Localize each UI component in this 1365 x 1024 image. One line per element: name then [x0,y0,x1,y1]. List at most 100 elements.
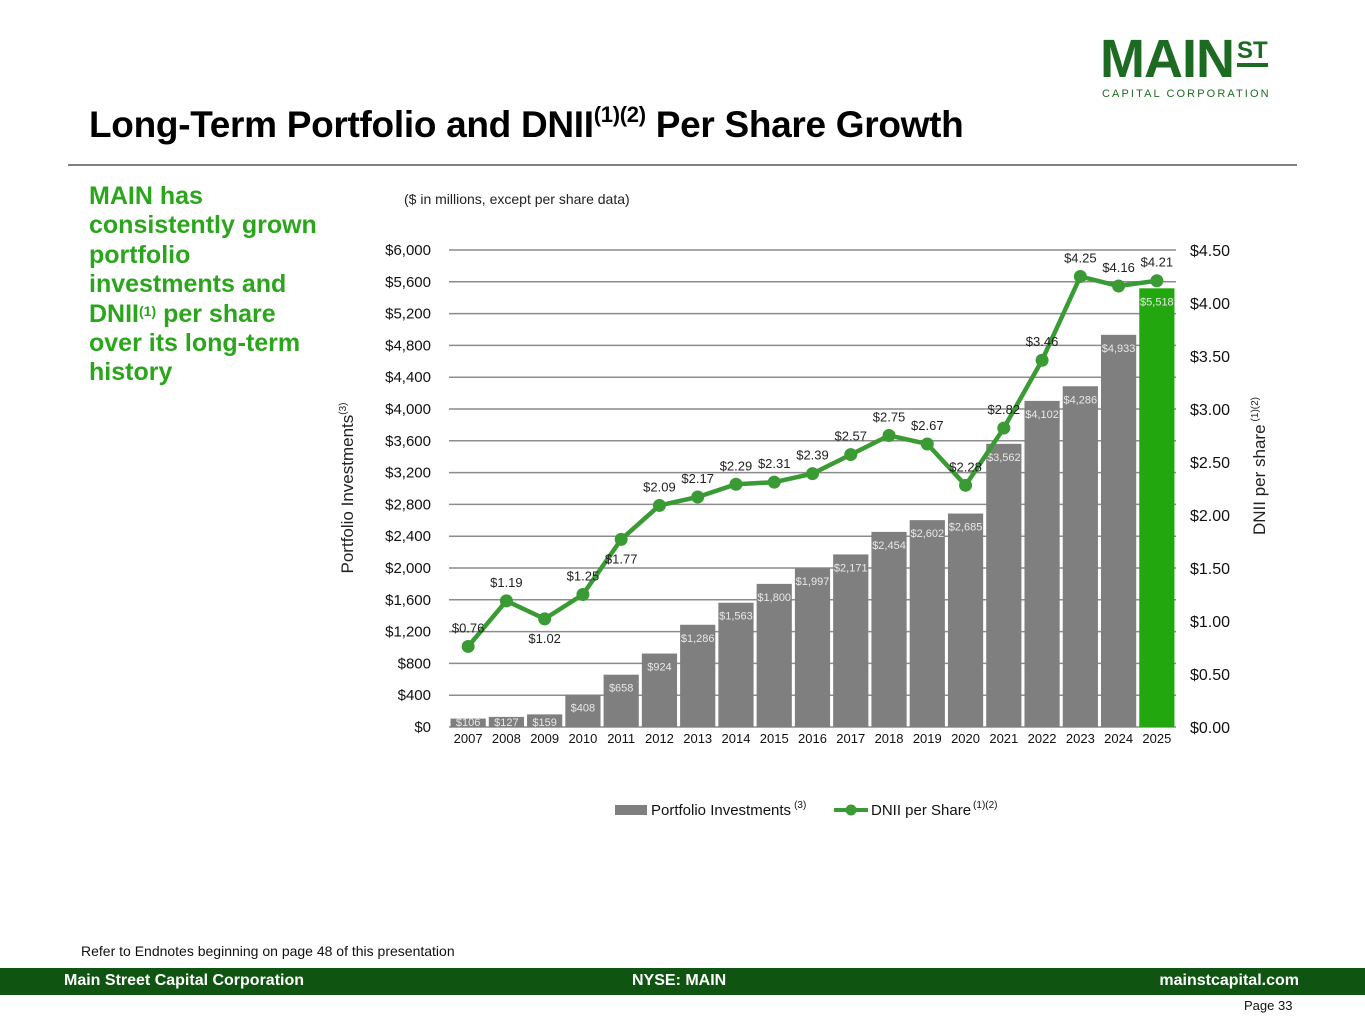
y-tick-label: $1,600 [385,592,431,609]
page-number: Page 33 [1244,998,1293,1013]
dnii-data-label: $4.25 [1064,251,1097,266]
dnii-data-label: $2.29 [720,458,753,473]
y-tick-label: $4,000 [385,401,431,418]
bar-data-label: $408 [571,703,595,715]
bar-data-label: $159 [532,717,556,729]
bar-data-label: $2,454 [872,540,906,552]
y2-tick-label: $2.50 [1190,455,1230,472]
y-tick-label: $5,600 [385,274,431,291]
y-axis-title: Portfolio Investments(3) [338,403,357,574]
x-tick-label: 2012 [645,731,674,746]
dnii-data-label: $2.82 [988,402,1021,417]
bar-data-label: $924 [647,662,671,674]
title-text-end: Per Share Growth [645,104,964,145]
bar-2020 [947,513,984,727]
dnii-data-label: $4.16 [1102,260,1135,275]
dnii-point-2011 [614,532,628,546]
bar-data-label: $1,997 [796,576,830,588]
dnii-point-2012 [652,498,666,512]
bar-data-label: $4,933 [1102,343,1136,355]
bar-2007 [450,718,486,727]
dnii-point-2014 [729,477,743,491]
dnii-point-2023 [1073,270,1087,283]
dnii-point-2019 [920,437,934,451]
y-tick-label: $5,200 [385,306,431,323]
x-tick-label: 2025 [1142,731,1171,746]
x-tick-label: 2009 [530,731,559,746]
bar-2009 [527,714,563,727]
title-text: Long-Term Portfolio and DNII [89,104,594,145]
y2-tick-label: $4.00 [1190,296,1230,313]
footer-website[interactable]: mainstcapital.com [1159,972,1299,989]
y2-tick-label: $3.00 [1190,402,1230,419]
dnii-data-label: $2.28 [949,459,982,474]
bar-2011 [603,674,639,727]
bar-data-label: $4,102 [1025,409,1059,421]
legend-bar-swatch [615,805,647,815]
dnii-data-label: $1.02 [528,631,561,646]
y2-tick-label: $2.00 [1190,508,1230,525]
y-tick-label: $4,400 [385,369,431,386]
dnii-data-label: $0.76 [452,620,485,635]
bar-2018 [871,531,907,727]
footer-ticker: NYSE: MAIN [632,972,727,989]
x-tick-label: 2007 [454,731,483,746]
x-tick-label: 2021 [989,731,1018,746]
bar-2022 [1024,400,1060,727]
dnii-point-2016 [806,467,819,481]
y-tick-label: $4,800 [385,337,431,354]
bar-2014 [718,602,754,727]
bar-data-label: $3,562 [987,452,1021,464]
bar-data-label: $127 [494,717,518,729]
bar-2023 [1062,386,1098,727]
dnii-point-2007 [461,639,475,653]
y2-tick-label: $0.00 [1190,720,1230,737]
bar-data-label: $2,602 [910,528,944,540]
endnote: Refer to Endnotes beginning on page 48 o… [81,943,455,959]
dnii-point-2010 [576,588,590,601]
footer-company: Main Street Capital Corporation [64,972,305,989]
bar-data-label: $1,800 [757,592,791,604]
dnii-data-label: $2.39 [796,448,829,463]
bar-2017 [833,554,869,727]
y-tick-label: $2,400 [385,528,431,545]
bar-data-label: $4,286 [1064,394,1098,406]
dnii-data-label: $3.46 [1026,334,1059,349]
x-tick-label: 2024 [1104,731,1133,746]
x-tick-label: 2014 [722,731,751,746]
y2-tick-label: $1.00 [1190,614,1230,631]
x-tick-label: 2013 [683,731,712,746]
dnii-point-2013 [691,490,705,504]
key-message-footnote: (1) [139,302,157,319]
x-tick-label: 2019 [913,731,942,746]
bar-data-label: $2,685 [949,522,983,534]
x-tick-label: 2016 [798,731,827,746]
legend-dnii-label: DNII per Share (1)(2) [871,800,998,819]
dnii-data-label: $1.19 [490,575,523,590]
title-footnote: (1)(2) [593,102,646,127]
dnii-data-label: $1.77 [605,551,638,566]
dnii-point-2025 [1150,274,1164,288]
key-message: MAIN has consistently grown portfolio in… [89,182,319,388]
title-divider [68,164,1297,166]
x-tick-label: 2017 [836,731,865,746]
dnii-point-2022 [1035,353,1049,367]
legend-portfolio-label: Portfolio Investments (3) [651,800,806,819]
y2-tick-label: $1.50 [1190,561,1230,578]
dnii-point-2024 [1112,279,1126,293]
bar-2019 [909,520,945,727]
x-tick-label: 2011 [607,731,635,746]
y-tick-label: $6,000 [385,242,431,259]
x-tick-label: 2023 [1066,731,1095,746]
dnii-point-2015 [767,475,781,489]
y-tick-label: $3,600 [385,433,431,450]
y-tick-label: $1,200 [385,624,431,641]
bar-2024 [1101,334,1137,727]
y-tick-label: $0 [414,719,431,736]
dnii-point-2021 [997,421,1011,435]
y-tick-label: $2,000 [385,560,431,577]
bar-data-label: $658 [609,683,633,695]
company-logo: MAIN ST CAPITAL CORPORATION [1100,32,1278,100]
bar-2021 [986,443,1022,727]
page-title: Long-Term Portfolio and DNII(1)(2) Per S… [89,102,964,146]
